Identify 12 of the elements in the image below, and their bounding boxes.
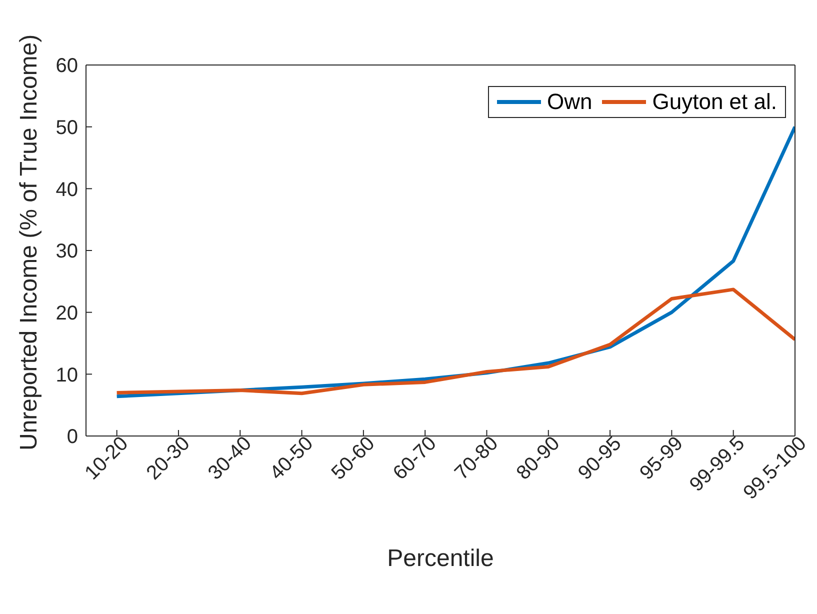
- legend-label: Own: [547, 89, 592, 115]
- y-tick-label: 20: [56, 302, 78, 324]
- line-series: [115, 288, 795, 396]
- y-tick-label: 40: [56, 178, 78, 201]
- y-tick-label: 0: [66, 426, 78, 448]
- y-tick-label: 30: [56, 240, 78, 263]
- legend-label: Guyton et al.: [652, 89, 777, 115]
- y-tick-label: 50: [56, 116, 78, 139]
- y-axis-title: Unreported Income (% of True Income): [16, 34, 43, 450]
- y-tick-label: 60: [56, 55, 78, 78]
- y-tick-label: 10: [56, 364, 78, 386]
- x-axis-title: Percentile: [387, 545, 494, 572]
